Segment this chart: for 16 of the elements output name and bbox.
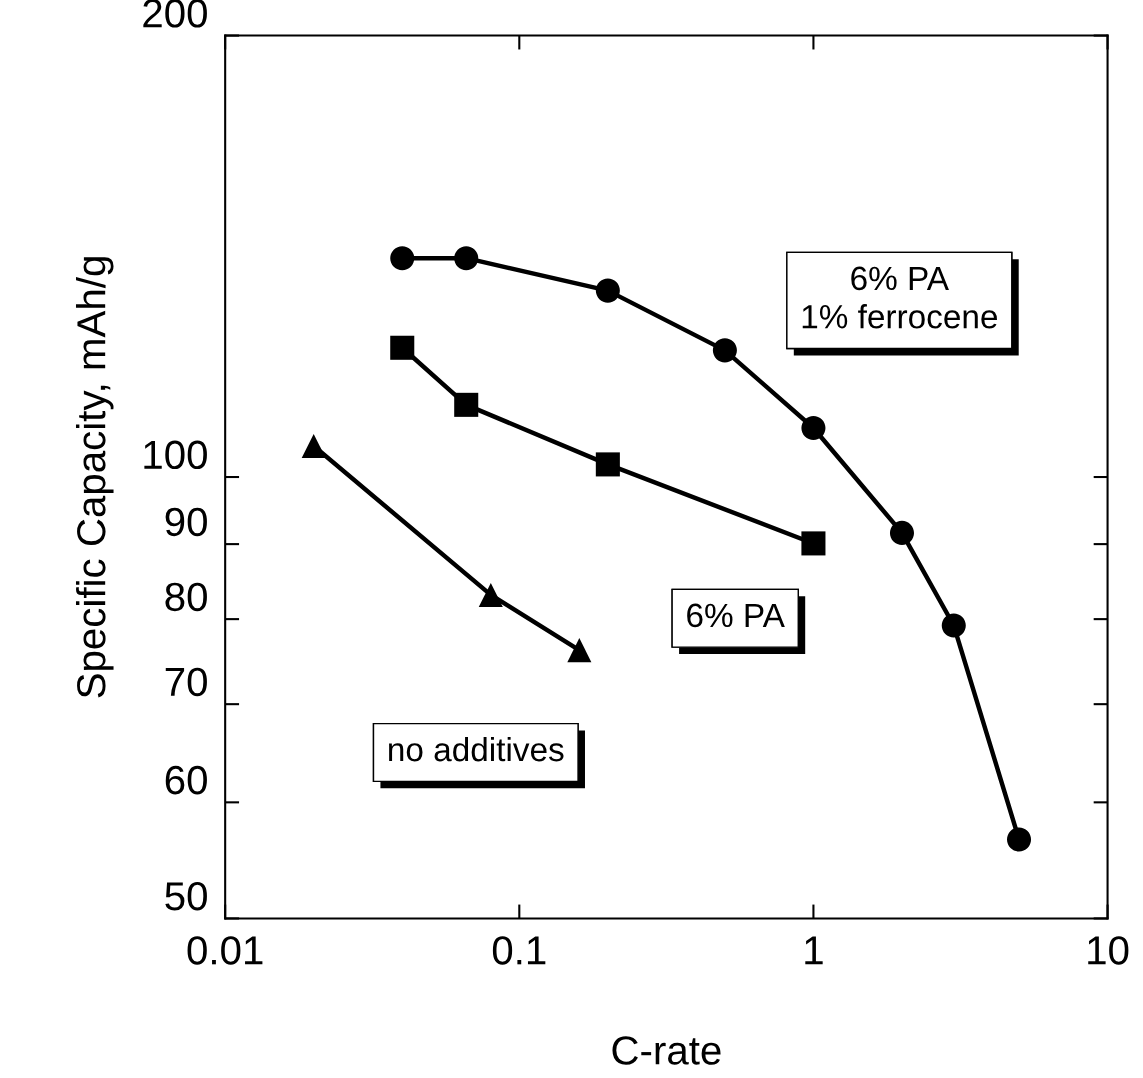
- x-tick-label: 1: [805, 936, 823, 965]
- x-tick-label: 0.1: [492, 936, 546, 965]
- text: 6% PA 1% ferrocene: [802, 266, 997, 329]
- y-axis-title: Specific Capacity, mAh/g: [75, 257, 114, 698]
- y-tick-label: 80: [165, 582, 207, 612]
- x-tick-label: 0.01: [187, 936, 263, 965]
- y-tick-label: 200: [143, 0, 207, 28]
- text: no additives: [389, 736, 564, 762]
- y-tick-label: 50: [165, 881, 207, 911]
- series-label: 6% PA: [687, 603, 785, 628]
- y-tick-label: 90: [165, 507, 207, 537]
- y-tick-label: 60: [165, 765, 207, 795]
- x-tick-label: 10: [1088, 936, 1129, 965]
- x-axis-title: C-rate: [612, 1036, 721, 1065]
- y-tick-label: 100: [144, 440, 207, 470]
- y-tick-label: 70: [165, 667, 207, 697]
